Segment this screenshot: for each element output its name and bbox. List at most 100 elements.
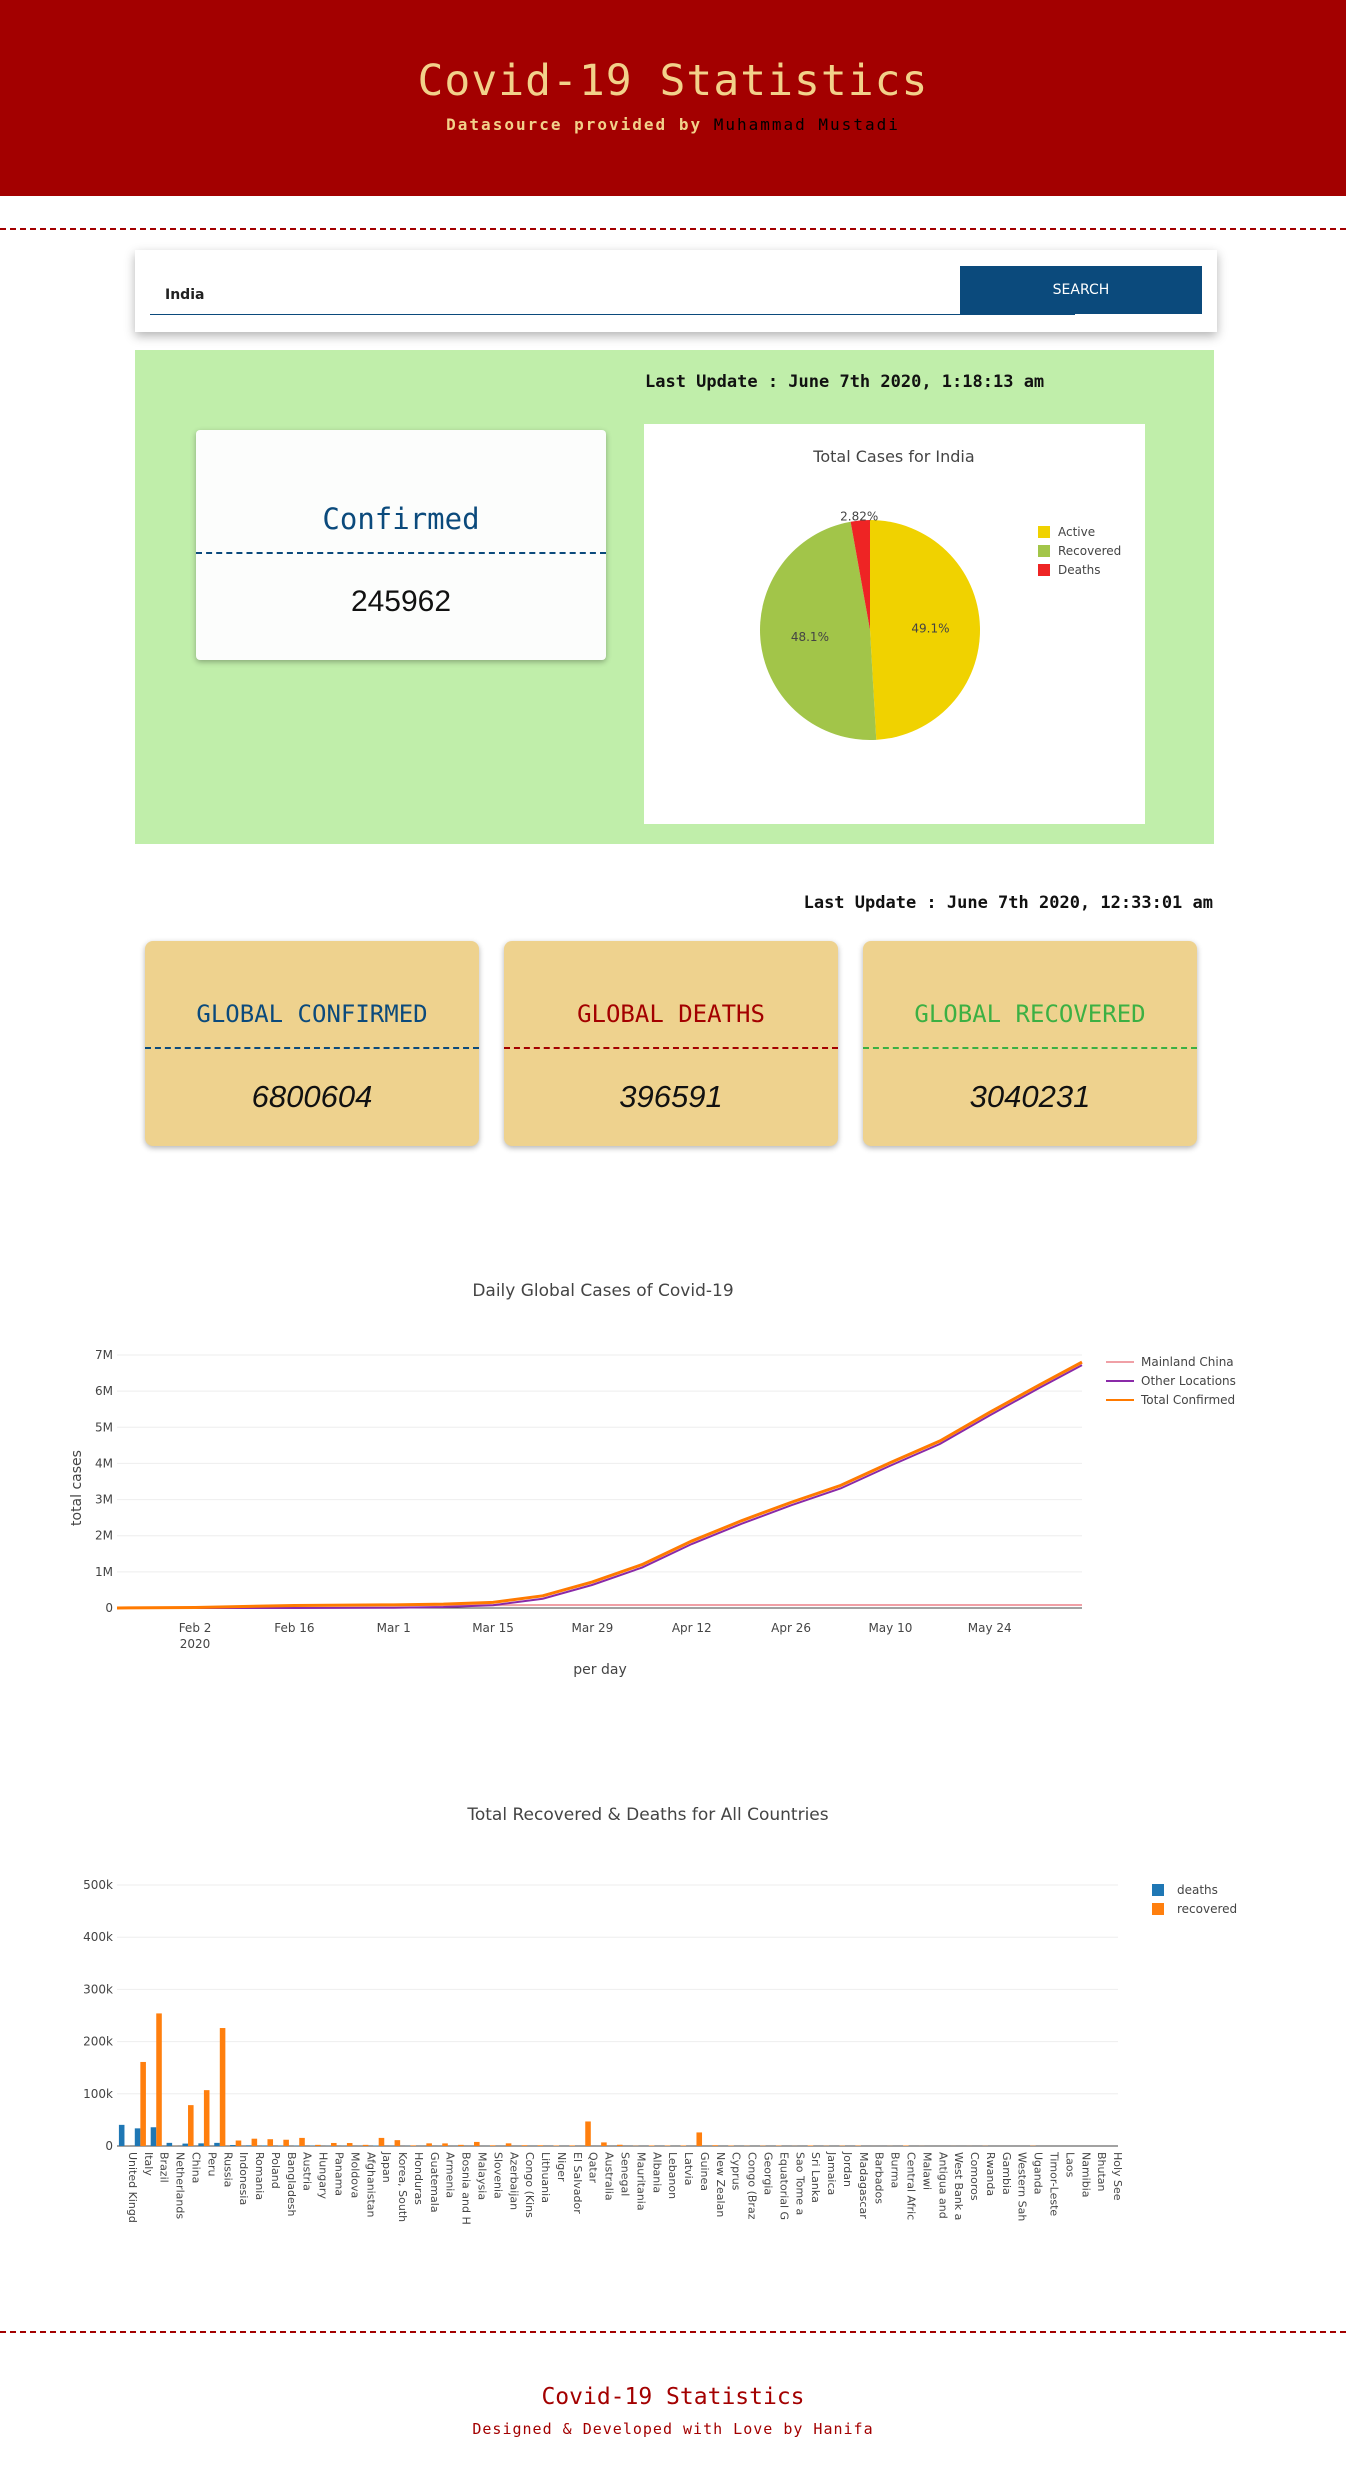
bar-recovered [188,2105,194,2146]
bar-x-tick: Congo (Kins [523,2152,536,2218]
bar-deaths [230,2145,236,2146]
bar-x-tick: Senegal [619,2152,632,2196]
global-recovered-value: 3040231 [969,1079,1091,1114]
bar-x-tick: New Zealan [714,2152,727,2217]
bar-x-tick: Austria [301,2152,314,2191]
bar-y-tick: 500k [83,1878,113,1892]
pie-chart-box: Total Cases for India 49.1% 48.1% 2.82% Acti… [644,424,1145,824]
daily-global-line-chart: Daily Global Cases of Covid-19 0 1M 2M 3M 4M 5… [69,1281,1236,1678]
bar-x-tick: Jordan [841,2151,854,2187]
bar-recovered [394,2140,401,2146]
bar-y-tick: 300k [83,1982,113,1996]
bar-deaths [118,2124,125,2146]
bar-x-tick: Gambia [1000,2152,1013,2195]
legend-swatch-active [1038,526,1050,538]
line-legend-label: Mainland China [1141,1355,1234,1369]
site-header: Covid-19 Statistics Datasource provided … [0,0,1346,196]
bar-x-tick: Rwanda [984,2152,997,2196]
bar-chart-title: Total Recovered & Deaths for All Countri… [466,1805,828,1825]
bar-recovered [458,2144,464,2146]
bar-deaths [261,2145,268,2146]
bar-recovered [569,2145,575,2146]
bar-recovered [299,2137,305,2146]
bar-recovered [203,2090,210,2146]
bar-recovered [696,2132,703,2146]
bar-x-tick: Guinea [698,2152,711,2191]
bar-recovered [521,2145,528,2146]
bar-x-tick: Afghanistan [364,2152,377,2218]
author-link[interactable]: Muhammad Mustadi [713,115,900,134]
bar-recovered [474,2141,480,2146]
line-x-tick: May 10 [868,1621,912,1635]
global-deaths-divider [504,1047,838,1049]
bar-y-tick: 100k [83,2087,113,2101]
bar-x-tick: Equatorial G [777,2152,790,2220]
confirmed-divider [196,552,606,554]
bar-x-tick: Qatar [587,2152,600,2183]
bar-recovered [648,2145,655,2146]
bar-deaths [150,2127,157,2146]
bar-x-tick: Bangladesh [285,2152,298,2217]
bar-recovered [585,2121,591,2146]
search-input[interactable] [150,275,1075,315]
legend-label-active: Active [1058,525,1095,539]
global-confirmed-label: GLOBAL CONFIRMED [196,1000,428,1028]
bar-x-tick: Niger [555,2152,568,2182]
bar-x-tick: Uganda [1032,2152,1045,2194]
bar-x-tick: Panama [333,2152,346,2196]
bar-recovered [807,2145,814,2146]
bar-x-tick: Lithuania [539,2152,552,2203]
bar-recovered [283,2139,289,2146]
bar-x-tick: Guatemala [428,2152,441,2213]
pie-slice-active [870,520,980,740]
bar-recovered [378,2137,385,2146]
line-x-tick: Feb 16 [274,1621,314,1635]
bar-deaths [182,2143,189,2146]
pie-value-label: 48.1% [791,630,829,644]
bar-recovered [219,2028,226,2146]
bar-x-tick: Netherlands [174,2152,187,2219]
bar-x-tick: Azerbaijan [507,2152,520,2210]
country-panel: Last Update : June 7th 2020, 1:18:13 am … [135,350,1214,844]
bar-deaths [166,2142,173,2146]
bar-recovered [156,2013,162,2146]
bar-x-tick: Korea, South [396,2152,409,2222]
bar-x-tick: Mauritania [634,2152,647,2211]
global-last-update: Last Update : June 7th 2020, 12:33:01 am [803,893,1213,913]
bar-x-tick: China [190,2152,203,2183]
global-recovered-divider [863,1047,1197,1049]
global-confirmed-card: GLOBAL CONFIRMED 6800604 [145,941,479,1146]
country-last-update: Last Update : June 7th 2020, 1:18:13 am [645,372,1045,392]
pie-title: Total Cases for India [812,447,974,466]
search-button[interactable]: SEARCH [960,266,1202,314]
bar-legend-label: deaths [1177,1883,1218,1897]
bar-x-tick: Honduras [412,2152,425,2205]
bar-y-tick: 0 [105,2139,113,2153]
bar-recovered [617,2144,623,2146]
line-x-tick: Mar 29 [572,1621,614,1635]
bar-recovered [267,2139,274,2146]
bar-x-tick: Australia [603,2152,616,2201]
line-y-tick: 1M [95,1565,113,1579]
recovered-deaths-bar-chart: Total Recovered & Deaths for All Countri… [83,1805,1237,2225]
global-recovered-label: GLOBAL RECOVERED [914,1000,1146,1028]
bar-recovered [140,2061,146,2146]
site-subtitle: Datasource provided by Muhammad Mustadi [0,115,1346,134]
bar-x-tick: Sao Tome a [793,2152,806,2215]
bar-recovered [410,2145,417,2146]
legend-label-recovered: Recovered [1058,544,1121,558]
bar-x-tick: Peru [205,2152,218,2177]
bar-x-tick: Bosnia and H [460,2152,473,2225]
pie-value-label: 2.82% [840,509,878,523]
bar-recovered [537,2145,544,2146]
bar-legend-swatch [1152,1884,1164,1896]
global-deaths-card: GLOBAL DEATHS 396591 [504,941,838,1146]
line-x-tick: Mar 1 [377,1621,411,1635]
site-title: Covid-19 Statistics [417,56,929,106]
bar-x-tick: Sri Lanka [809,2152,822,2203]
bar-recovered [331,2142,337,2146]
line-x-tick: May 24 [968,1621,1012,1635]
global-recovered-card: GLOBAL RECOVERED 3040231 [863,941,1197,1146]
bar-x-tick: Moldova [348,2152,361,2198]
bar-legend-label: recovered [1177,1902,1237,1916]
